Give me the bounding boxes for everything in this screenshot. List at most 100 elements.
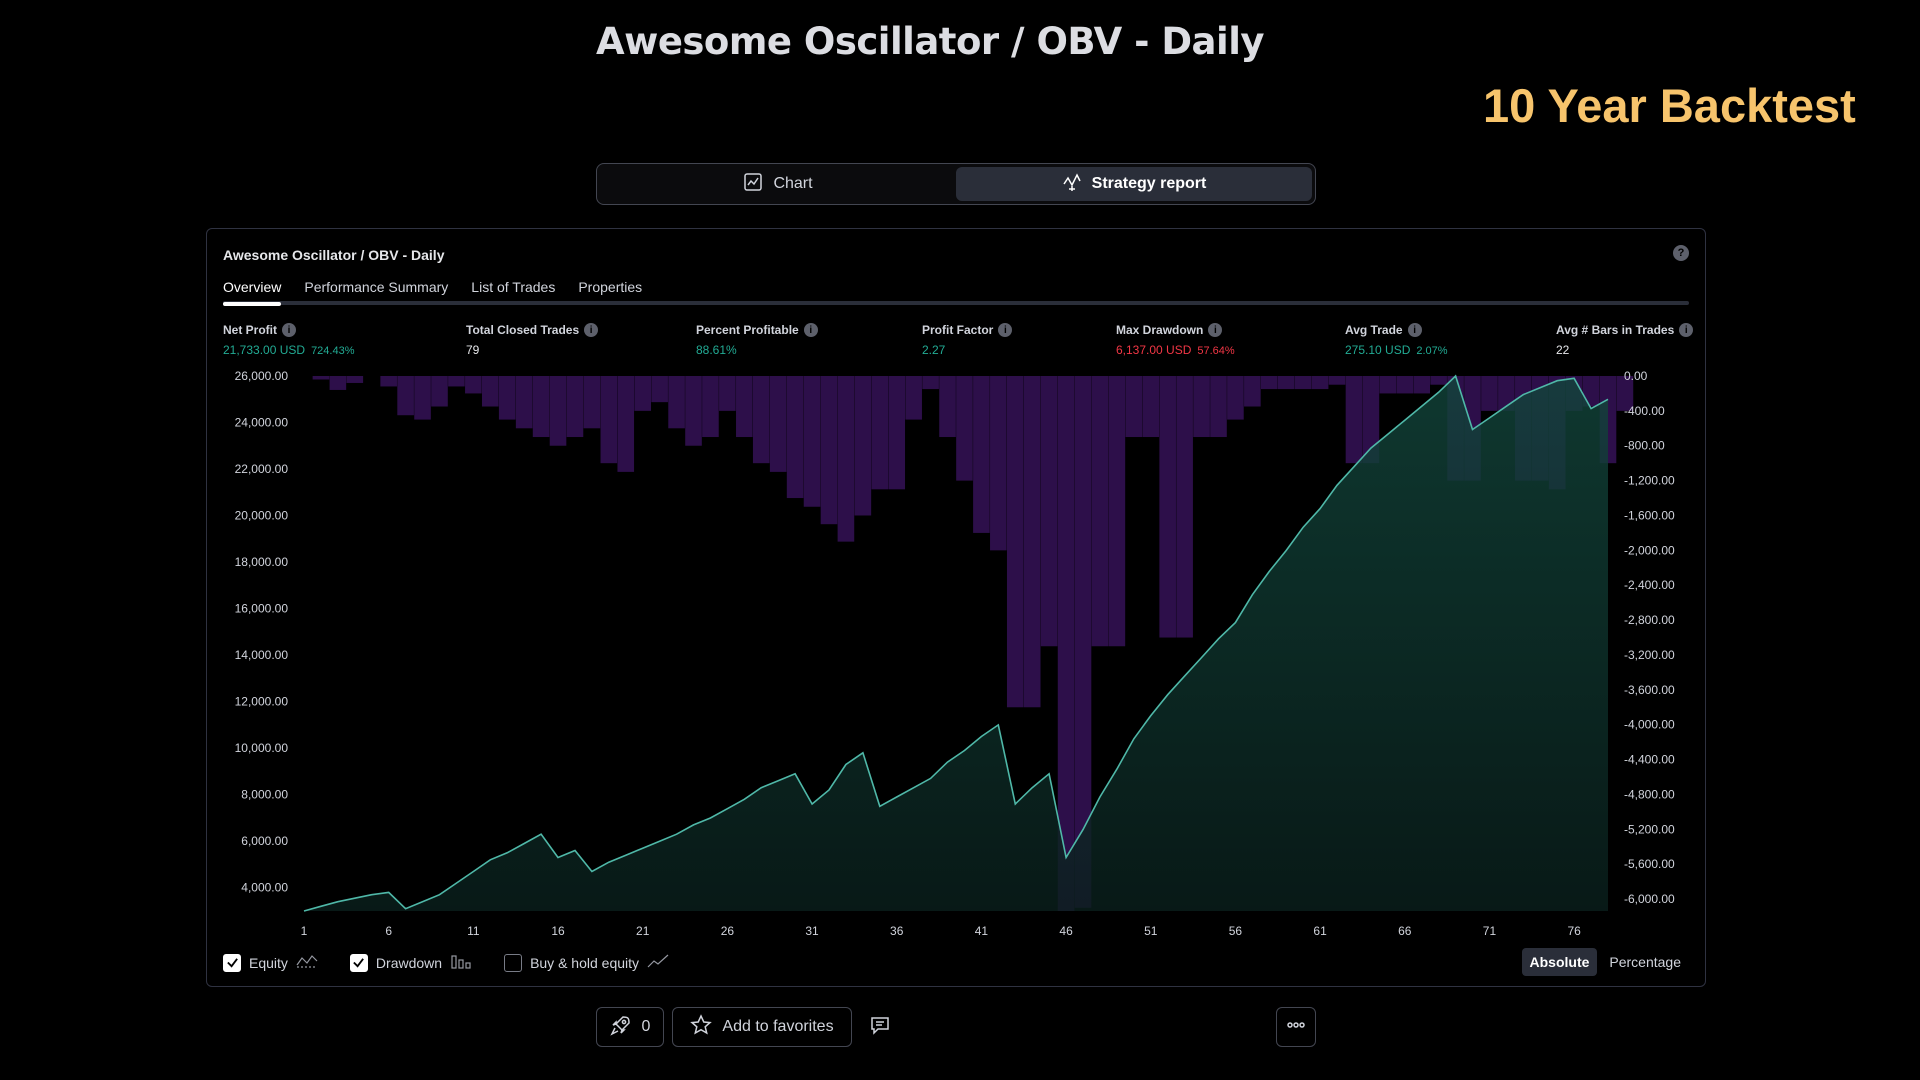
overlay-title: 10 Year Backtest [1483,79,1856,132]
metric-avg-bars: Avg # Bars in Trades i 22 [1556,323,1694,357]
boost-button[interactable]: 0 [596,1007,664,1047]
metric-value: 79 [466,343,480,357]
tab-properties[interactable]: Properties [578,279,643,295]
chart-icon [743,172,763,197]
x-tick: 51 [1144,924,1158,938]
drawdown-bar [752,376,770,464]
drawdown-bar [380,376,397,387]
drawdown-bar [1328,376,1346,385]
drawdown-bar [1244,376,1261,407]
tab-list-of-trades[interactable]: List of Trades [471,279,556,295]
x-tick: 71 [1483,924,1497,938]
favorites-label: Add to favorites [722,1018,834,1035]
y-left-tick: 24,000.00 [235,416,289,430]
metric-value: 275.10 USD [1345,343,1411,357]
add-to-favorites-button[interactable]: Add to favorites [672,1007,852,1047]
metric-value: 2.27 [922,343,946,357]
metric-label: Profit Factor [922,323,994,337]
y-left-tick: 20,000.00 [235,509,289,523]
drawdown-bar [939,376,956,438]
drawdown-bar [1159,376,1176,638]
drawdown-bar [312,376,330,380]
help-icon[interactable]: ? [1673,245,1689,261]
y-right-tick: -1,200.00 [1624,474,1675,488]
info-icon[interactable]: i [1679,323,1694,337]
absolute-button[interactable]: Absolute [1521,948,1598,976]
drawdown-bar [1345,376,1363,464]
metric-label: Max Drawdown [1116,323,1204,337]
metric-label: Net Profit [223,323,277,337]
drawdown-bar [1294,376,1312,390]
y-right-tick: -800.00 [1624,439,1665,453]
percentage-button[interactable]: Percentage [1609,954,1681,970]
metric-value: 22 [1556,343,1570,357]
drawdown-bar [481,376,499,407]
drawdown-bar [837,376,855,542]
drawdown-bar [956,376,973,481]
x-tick: 31 [805,924,819,938]
legend-buy-hold-label: Buy & hold equity [530,954,640,971]
info-icon[interactable]: i [584,323,599,337]
tabs-divider [223,301,1689,305]
x-tick: 11 [467,924,480,938]
drawdown-bar [1006,376,1024,708]
drawdown-bar [1023,376,1041,708]
y-right-tick: -2,800.00 [1624,613,1675,627]
drawdown-bar [1057,376,1075,911]
y-right-tick: -2,000.00 [1624,543,1675,557]
legend-drawdown[interactable]: Drawdown [349,953,472,972]
info-icon[interactable]: i [803,323,818,337]
drawdown-bar [448,376,465,387]
comments-button[interactable] [860,1007,900,1047]
y-right-tick: -3,600.00 [1624,683,1675,697]
drawdown-bar [329,376,347,390]
view-toggle: Chart Strategy report [596,163,1316,205]
y-right-tick: -3,200.00 [1624,648,1675,662]
y-left-tick: 4,000.00 [241,881,288,895]
x-tick: 1 [301,924,308,938]
drawdown-bar [854,376,872,516]
drawdown-bar [532,376,550,438]
info-icon[interactable]: i [282,323,296,337]
y-left-tick: 22,000.00 [235,462,289,476]
star-icon [690,1013,713,1041]
equity-area [304,376,1608,911]
x-tick: 41 [975,924,989,938]
strategy-report-button[interactable]: Strategy report [956,167,1312,201]
info-icon[interactable]: i [1407,323,1422,337]
y-right-tick: -4,800.00 [1624,787,1675,801]
y-right-tick: -6,000.00 [1624,892,1675,906]
buy-hold-checkbox[interactable] [504,953,523,972]
legend-buy-hold[interactable]: Buy & hold equity [504,953,669,972]
tab-overview[interactable]: Overview [223,279,282,306]
drawdown-bar [990,376,1007,551]
tab-performance-summary[interactable]: Performance Summary [304,279,449,295]
metric-max-drawdown: Max Drawdown i 6,137.00 USD 57.64% [1116,323,1235,357]
metric-label: Percent Profitable [696,323,799,337]
strategy-name: Awesome Oscillator / OBV - Daily [223,247,445,263]
metric-percent: 2.07% [1416,345,1448,357]
legend-equity[interactable]: Equity [223,953,318,972]
drawdown-bar [1481,376,1498,411]
drawdown-bar [1176,376,1193,638]
info-icon[interactable]: i [1208,323,1223,337]
chart-legend: Equity Drawdown Buy & hold equity [223,953,669,972]
legend-equity-label: Equity [249,954,288,971]
drawdown-bar [1277,376,1295,390]
drawdown-bar [922,376,939,390]
metric-total-closed-trades: Total Closed Trades i 79 [466,323,599,357]
equity-drawdown-chart[interactable]: 26,000.0024,000.0022,000.0020,000.0018,0… [207,364,1707,949]
metric-percent: 57.64% [1197,345,1235,357]
metric-net-profit: Net Profit i 21,733.00 USD 724.43% [223,323,355,357]
more-options-button[interactable] [1276,1007,1316,1047]
drawdown-bar [769,376,787,472]
strategy-report-icon [1062,172,1082,197]
info-icon[interactable]: i [998,323,1013,337]
x-tick: 66 [1398,924,1412,938]
drawdown-bar [498,376,516,420]
drawdown-bar [871,376,889,490]
chart-view-button[interactable]: Chart [600,167,956,201]
equity-checkbox[interactable] [223,953,241,972]
drawdown-bar [736,376,753,438]
drawdown-checkbox[interactable] [349,953,368,972]
